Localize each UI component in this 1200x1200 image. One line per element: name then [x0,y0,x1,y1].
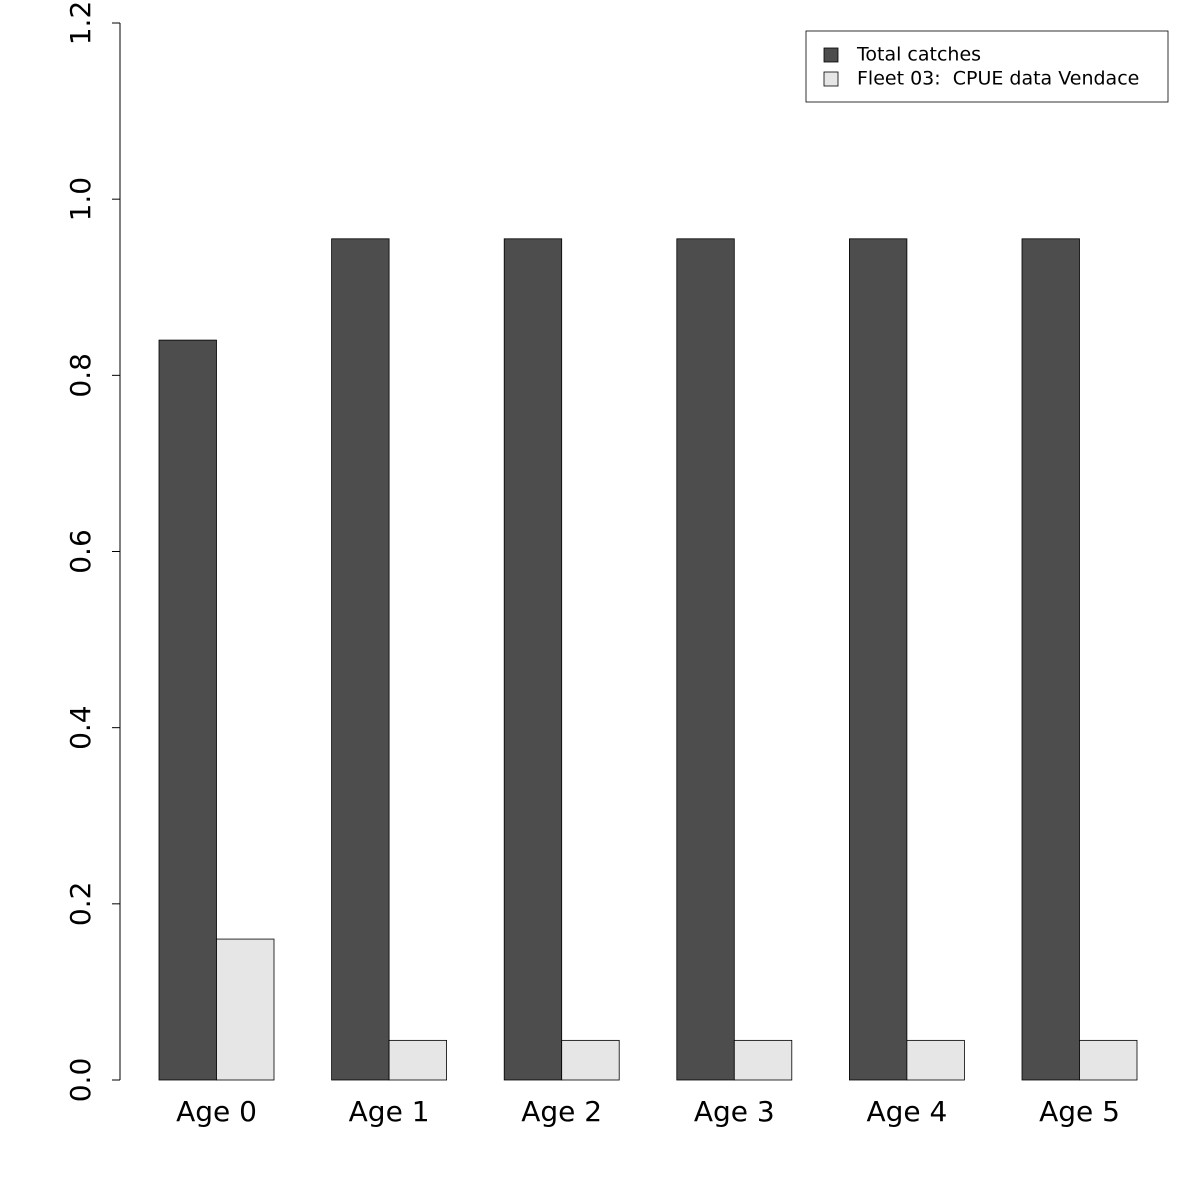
legend-label: Total catches [856,44,981,66]
bar [216,938,275,1081]
bar [331,238,390,1081]
y-tick-label: 0.0 [64,1058,97,1103]
bar [158,339,217,1081]
x-tick-label: Age 3 [694,1095,775,1128]
bar [1021,238,1080,1081]
x-tick-label: Age 1 [349,1095,430,1128]
legend-swatch [823,71,839,87]
bar [1079,1039,1138,1081]
bar [733,1039,793,1081]
x-tick-label: Age 5 [1039,1095,1120,1128]
x-tick-label: Age 0 [176,1095,257,1128]
bar [503,238,563,1081]
y-tick-label: 0.8 [64,353,97,398]
bar [388,1039,448,1081]
y-tick-label: 0.6 [64,529,97,574]
y-tick-label: 1.0 [64,177,97,222]
legend-swatch [823,47,839,63]
y-tick-label: 1.2 [64,1,97,46]
bar [676,238,735,1081]
x-tick-label: Age 2 [521,1095,602,1128]
bar [561,1039,620,1081]
legend-box [805,30,1169,103]
legend-label: Fleet 03: CPUE data Vendace [857,68,1139,90]
x-tick-label: Age 4 [866,1095,947,1128]
y-tick-label: 0.4 [64,705,97,750]
bar [849,238,908,1081]
bar [906,1039,965,1081]
y-tick-label: 0.2 [64,882,97,927]
